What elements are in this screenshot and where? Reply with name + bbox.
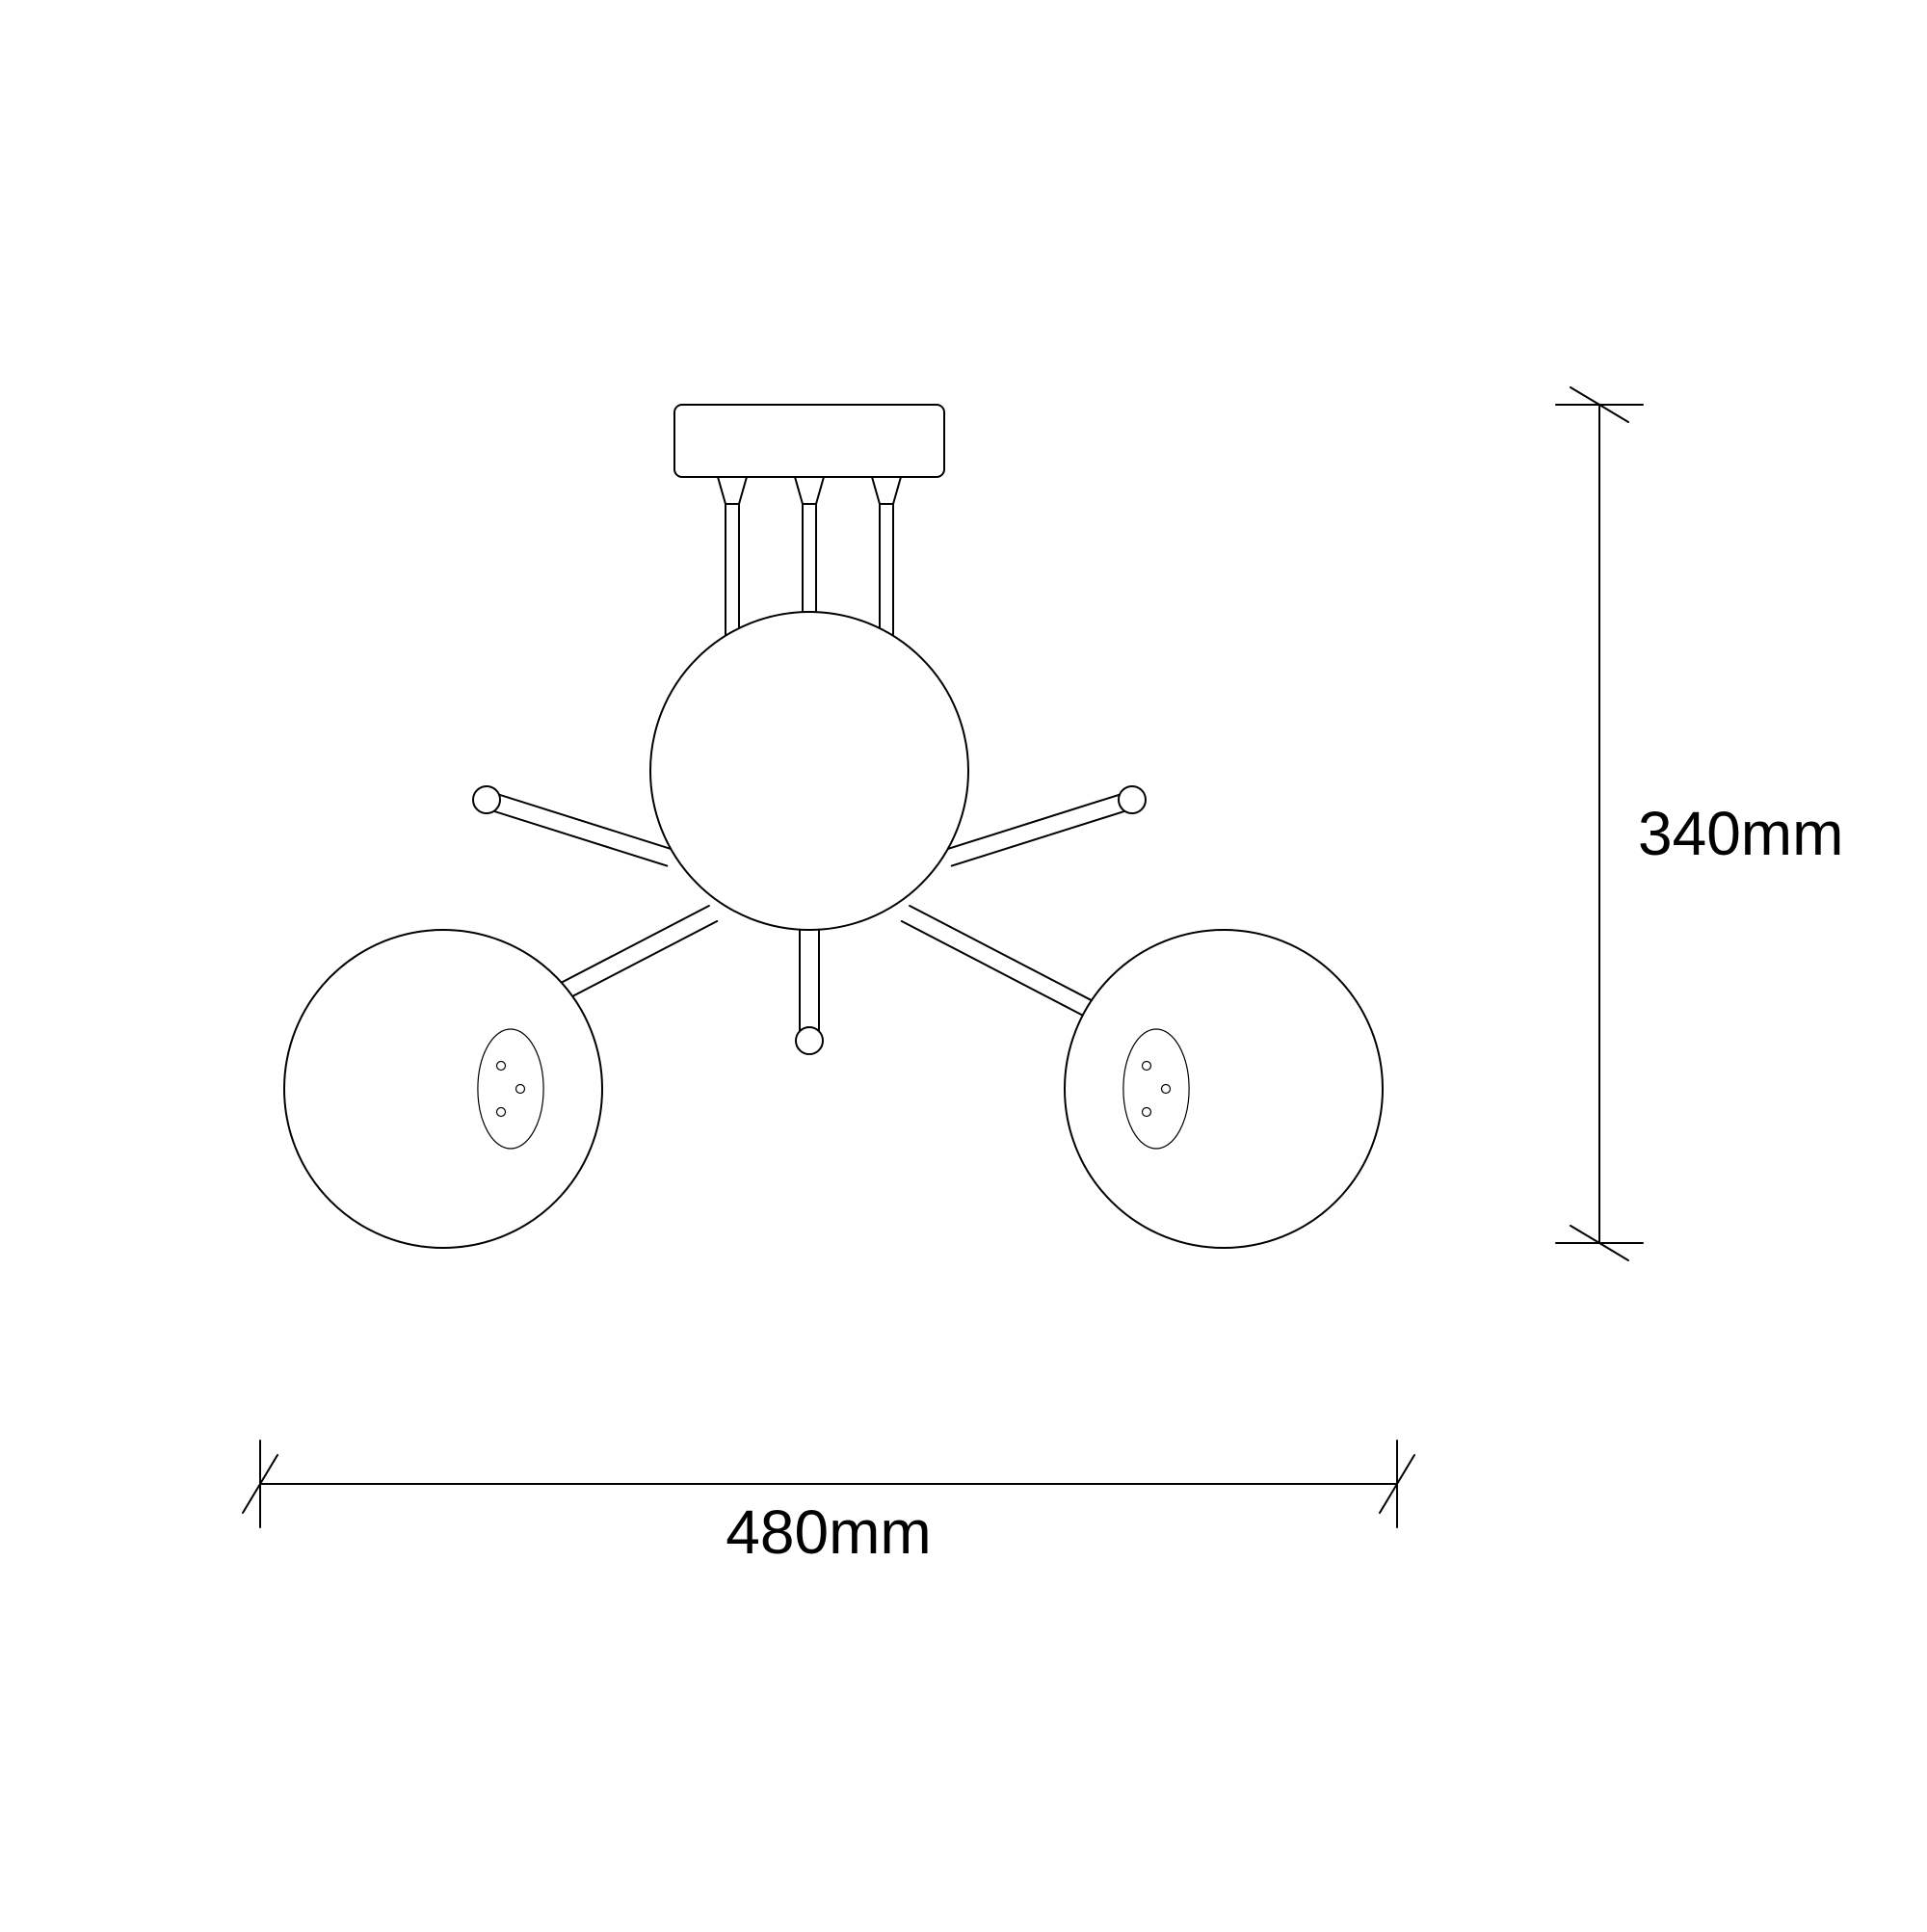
- dimension-height: 340mm: [1556, 387, 1843, 1260]
- dimension-height-label: 340mm: [1638, 799, 1843, 868]
- arm-endcap: [796, 1027, 823, 1054]
- dimension-width-label: 480mm: [726, 1497, 931, 1567]
- arm-endcap: [473, 786, 500, 813]
- lamp-fixture: [284, 405, 1383, 1248]
- ceiling-canopy: [674, 405, 944, 477]
- stem-cap: [718, 477, 747, 504]
- arm-endcap: [1119, 786, 1146, 813]
- globe-right: [1065, 930, 1383, 1248]
- globe-left: [284, 930, 602, 1248]
- stem-cap: [872, 477, 901, 504]
- globe-center: [650, 612, 968, 930]
- stem-cap: [795, 477, 824, 504]
- technical-drawing: 480mm 340mm: [0, 0, 1927, 1927]
- dimension-width: 480mm: [243, 1441, 1414, 1567]
